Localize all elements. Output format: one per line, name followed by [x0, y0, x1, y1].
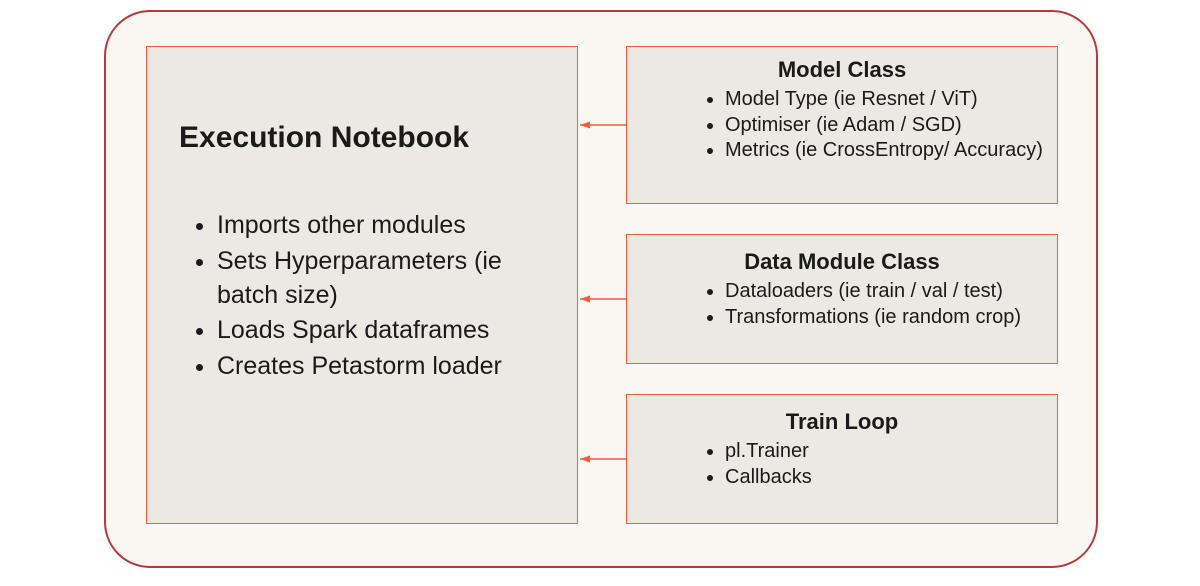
data-module-class-list: Dataloaders (ie train / val / test)Trans… — [725, 279, 1045, 330]
data-module-class-box: Data Module Class Dataloaders (ie train /… — [626, 234, 1058, 364]
execution-notebook-bullet: Imports other modules — [217, 209, 567, 243]
model-class-bullet: Model Type (ie Resnet / ViT) — [725, 87, 1045, 113]
train-loop-title: Train Loop — [627, 409, 1057, 435]
data-module-class-bullet: Transformations (ie random crop) — [725, 305, 1045, 331]
train-loop-bullet: pl.Trainer — [725, 439, 1045, 465]
execution-notebook-bullet: Creates Petastorm loader — [217, 350, 567, 384]
model-class-list: Model Type (ie Resnet / ViT)Optimiser (i… — [725, 87, 1045, 164]
model-class-title: Model Class — [627, 57, 1057, 83]
model-class-box: Model Class Model Type (ie Resnet / ViT)O… — [626, 46, 1058, 204]
train-loop-list: pl.TrainerCallbacks — [725, 439, 1045, 490]
data-module-class-bullet: Dataloaders (ie train / val / test) — [725, 279, 1045, 305]
execution-notebook-bullet: Sets Hyperparameters (ie batch size) — [217, 245, 567, 313]
execution-notebook-box: Execution Notebook Imports other modules… — [146, 46, 578, 524]
train-loop-box: Train Loop pl.TrainerCallbacks — [626, 394, 1058, 524]
execution-notebook-list: Imports other modulesSets Hyperparameter… — [217, 209, 567, 386]
model-class-bullet: Optimiser (ie Adam / SGD) — [725, 113, 1045, 139]
execution-notebook-title: Execution Notebook — [179, 121, 469, 155]
train-loop-bullet: Callbacks — [725, 465, 1045, 491]
data-module-class-title: Data Module Class — [627, 249, 1057, 275]
model-class-bullet: Metrics (ie CrossEntropy/ Accuracy) — [725, 138, 1045, 164]
execution-notebook-bullet: Loads Spark dataframes — [217, 314, 567, 348]
